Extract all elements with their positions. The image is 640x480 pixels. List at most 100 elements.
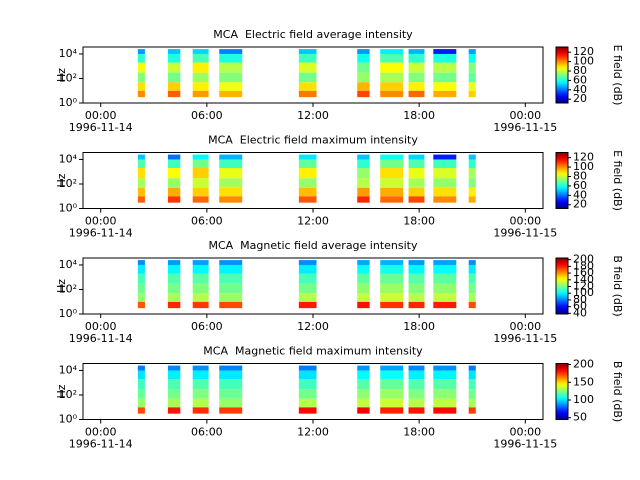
y-tick-label: 10⁰: [59, 202, 78, 215]
spectrogram-cell: [192, 154, 209, 160]
spectrogram-cell: [468, 365, 476, 371]
spectrogram-cell: [298, 72, 317, 83]
spectrogram-cell: [468, 154, 476, 160]
x-tick-label: 12:00: [297, 109, 329, 122]
spectrogram-cell: [408, 90, 425, 98]
spectrogram-cell: [219, 187, 243, 197]
colorbar-tick-label: 60: [573, 179, 587, 192]
spectrogram-cell: [357, 398, 370, 408]
colorbar-tick-label: 40: [573, 83, 587, 96]
spectrogram-cell: [357, 389, 370, 399]
x-tick-label: 06:00: [191, 215, 223, 228]
spectrogram-cell: [192, 196, 209, 203]
x-tick-label: 00:00: [509, 426, 541, 439]
y-tick-label: 10²: [59, 388, 77, 401]
spectrogram-cell: [433, 168, 457, 179]
spectrogram-cell: [408, 301, 425, 309]
y-tick-label: 10²: [59, 282, 77, 295]
spectrogram-cell: [192, 178, 209, 188]
x-tick-label: 00:00: [85, 215, 117, 228]
spectrogram-cell: [219, 260, 243, 265]
spectrogram-cell: [298, 365, 317, 371]
spectrogram-cell: [298, 196, 317, 203]
spectrogram-cell: [433, 72, 457, 83]
spectrogram-cell: [357, 365, 370, 371]
spectrogram-cell: [408, 260, 425, 265]
spectrogram-cell: [298, 154, 317, 160]
panel-title: MCA Magnetic field average intensity: [208, 239, 417, 252]
spectrogram-cell: [468, 398, 476, 408]
spectrogram-cell: [298, 264, 317, 274]
y-axis-label: Hz: [55, 279, 68, 293]
y-axis-label: Hz: [55, 173, 68, 187]
spectrogram-cell: [219, 168, 243, 179]
spectrogram-cell: [408, 154, 425, 160]
colorbar-tick-label: 140: [573, 273, 594, 286]
spectrogram-cell: [408, 49, 425, 54]
spectrogram-cell: [137, 53, 145, 63]
spectrogram-cell: [219, 264, 243, 274]
spectrogram-cell: [408, 196, 425, 203]
colorbar-frame: [555, 257, 569, 315]
spectrogram-cell: [137, 370, 145, 380]
y-tick-label: 10⁰: [59, 413, 78, 426]
spectrogram-cell: [357, 187, 370, 197]
spectrogram-cell: [408, 72, 425, 83]
date-label: 1996-11-15: [493, 121, 557, 134]
spectrogram-cell: [408, 62, 425, 73]
spectrogram-cell: [468, 53, 476, 63]
spectrogram-cell: [219, 301, 243, 309]
spectrogram-cell: [380, 82, 404, 91]
spectrogram-cell: [357, 196, 370, 203]
spectrogram-cell: [380, 168, 404, 179]
spectrogram-cell: [137, 398, 145, 408]
spectrogram-cell: [408, 264, 425, 274]
spectrogram-cell: [380, 264, 404, 274]
spectrogram-cell: [298, 301, 317, 309]
spectrogram-cell: [468, 49, 476, 54]
spectrogram-cell: [408, 53, 425, 63]
spectrogram-cell: [219, 283, 243, 294]
spectrogram-cell: [433, 159, 457, 169]
date-label: 1996-11-15: [493, 332, 557, 345]
spectrogram-cell: [167, 273, 181, 284]
spectrogram-cell: [219, 273, 243, 284]
spectrogram-cell: [137, 62, 145, 73]
spectrogram-cell: [380, 365, 404, 371]
spectrogram-cell: [137, 159, 145, 169]
x-tick-label: 18:00: [403, 426, 435, 439]
spectrogram-cell: [468, 283, 476, 294]
spectrogram-cell: [167, 264, 181, 274]
spectrogram-cell: [219, 90, 243, 98]
spectrogram-cell: [433, 154, 457, 160]
x-tick-label: 12:00: [297, 320, 329, 333]
colorbar: [556, 47, 568, 103]
spectrogram-cell: [137, 49, 145, 54]
spectrogram-cell: [167, 283, 181, 294]
spectrogram-cell: [219, 62, 243, 73]
spectrogram-cell: [298, 82, 317, 91]
spectrogram-cell: [380, 154, 404, 160]
colorbar-frame: [555, 363, 569, 420]
colorbar-tick-label: 80: [573, 293, 587, 306]
spectrogram-cell: [219, 389, 243, 399]
spectrogram-cell: [137, 301, 145, 309]
spectrogram-cell: [298, 398, 317, 408]
spectrogram-cell: [380, 389, 404, 399]
spectrogram-cell: [192, 264, 209, 274]
spectrogram-cell: [192, 389, 209, 399]
x-tick-label: 00:00: [85, 426, 117, 439]
spectrogram-cell: [192, 72, 209, 83]
spectrogram-cell: [357, 370, 370, 380]
spectrogram-cell: [298, 293, 317, 302]
spectrogram-cell: [468, 379, 476, 390]
spectrogram-cell: [357, 154, 370, 160]
spectrogram-cell: [137, 196, 145, 203]
spectrogram-cell: [167, 365, 181, 371]
spectrogram-cell: [357, 273, 370, 284]
spectrogram-cell: [408, 365, 425, 371]
spectrogram-cell: [433, 90, 457, 98]
y-tick-label: 10⁰: [59, 96, 78, 109]
spectrogram-cell: [192, 379, 209, 390]
spectrogram-cell: [192, 370, 209, 380]
